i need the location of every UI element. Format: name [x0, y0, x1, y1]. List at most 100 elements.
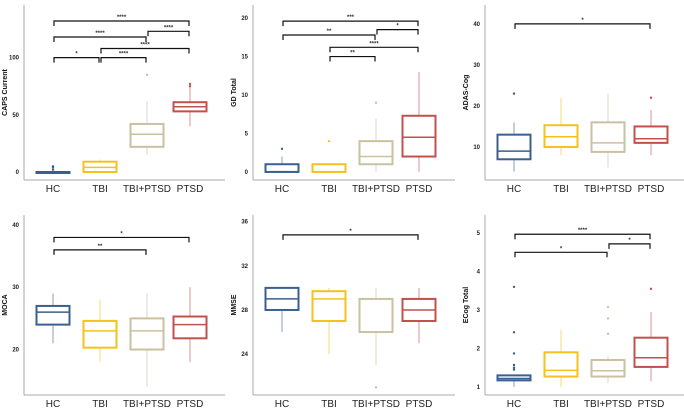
significance-bracket: *	[53, 231, 190, 243]
box-tbi-ptsd	[129, 73, 165, 155]
significance-bracket: ****	[53, 31, 147, 43]
bracket-line	[53, 249, 147, 255]
significance-label: *	[349, 229, 352, 235]
significance-label: ***	[347, 15, 355, 21]
x-tick-label: TBI+PTSD	[123, 399, 171, 410]
box-ptsd	[401, 71, 437, 172]
significance-label: *	[396, 24, 399, 30]
significance-bracket: *	[608, 238, 651, 249]
box-tbi	[543, 330, 579, 387]
significance-bracket: *	[376, 24, 419, 35]
panel-adas-cog: 10 20 30 40 ADAS-Cog HC TBI TBI+PTSD PTSD *	[463, 5, 684, 195]
box-tbi	[311, 287, 347, 355]
significance-bracket: ****	[147, 25, 190, 37]
significance-bracket: ***	[282, 15, 419, 27]
y-tick-label: 36	[241, 220, 248, 226]
box-ptsd	[633, 96, 669, 156]
y-tick-label: 32	[241, 264, 248, 270]
significance-label: ****	[117, 15, 127, 21]
significance-label: ****	[140, 42, 150, 48]
outlier-point	[512, 285, 516, 289]
x-tick-label: TBI	[92, 399, 108, 410]
box-ptsd	[633, 287, 669, 382]
x-tick-label: HC	[46, 399, 60, 410]
box-tbi	[311, 139, 347, 173]
panel-mmse: 24 28 32 36 MMSE HC TBI TBI+PTSD PTSD *	[231, 215, 455, 410]
outlier-point	[606, 317, 610, 320]
bracket-line	[282, 34, 376, 40]
significance-bracket: *	[53, 52, 100, 63]
outlier-point	[512, 368, 516, 371]
iqr-box	[311, 163, 347, 173]
y-tick-label: 3	[477, 308, 481, 314]
y-axis-label: MMSE	[231, 294, 238, 315]
bracket-line	[608, 243, 651, 249]
x-tick-label: TBI	[553, 184, 569, 195]
box-ptsd	[172, 82, 208, 127]
outlier-point	[374, 386, 378, 389]
outlier-point	[188, 85, 192, 88]
bracket-line	[53, 36, 147, 43]
x-tick-label: PTSD	[638, 399, 665, 410]
significance-label: **	[327, 29, 332, 35]
box-hc	[496, 285, 532, 387]
outlier-point	[374, 101, 378, 104]
y-tick-label: 24	[241, 352, 248, 358]
y-tick-label: 0	[16, 170, 20, 176]
bracket-line	[514, 23, 651, 29]
x-tick-label: HC	[275, 184, 289, 195]
significance-label: ****	[369, 41, 379, 47]
bracket-line	[376, 29, 419, 35]
bracket-line	[514, 251, 608, 258]
y-tick-label: 20	[12, 348, 19, 354]
y-tick-label: 28	[241, 308, 248, 314]
significance-label: *	[560, 246, 563, 252]
x-tick-label: PTSD	[638, 184, 665, 195]
y-axis-label: MOCA	[2, 294, 9, 315]
significance-bracket: **	[282, 29, 376, 40]
iqr-box	[172, 315, 208, 340]
significance-label: *	[581, 18, 584, 24]
iqr-box	[633, 336, 669, 368]
iqr-box	[590, 121, 626, 153]
significance-label: *	[628, 238, 631, 244]
box-tbi	[543, 97, 579, 156]
outlier-point	[51, 168, 55, 171]
outlier-point	[280, 147, 284, 151]
iqr-box	[496, 133, 532, 161]
bracket-line	[53, 57, 100, 63]
bracket-line	[100, 47, 190, 54]
x-tick-label: PTSD	[177, 399, 204, 410]
box-tbi-ptsd	[590, 305, 626, 384]
iqr-box	[543, 351, 579, 378]
box-tbi-ptsd	[590, 93, 626, 168]
x-tick-label: PTSD	[177, 184, 204, 195]
y-tick-label: 15	[241, 55, 248, 61]
x-tick-label: HC	[507, 399, 521, 410]
box-hc	[35, 293, 71, 344]
y-tick-label: 30	[12, 285, 19, 291]
iqr-box	[129, 122, 165, 148]
outlier-point	[188, 82, 192, 86]
significance-label: *	[75, 52, 78, 58]
significance-label: ****	[119, 52, 129, 58]
bracket-line	[329, 46, 419, 53]
x-tick-label: TBI	[92, 184, 108, 195]
bracket-line	[147, 30, 190, 37]
bracket-line	[53, 236, 190, 243]
iqr-box	[633, 125, 669, 144]
significance-bracket: ****	[100, 42, 190, 54]
y-tick-label: 4	[477, 270, 481, 276]
y-axis-label: GD Total	[231, 78, 238, 107]
x-tick-label: TBI+PTSD	[352, 184, 400, 195]
significance-label: *	[120, 231, 123, 237]
x-tick-label: HC	[507, 184, 521, 195]
y-tick-label: 5	[245, 131, 249, 137]
outlier-point	[512, 352, 516, 355]
significance-bracket: ****	[329, 41, 419, 53]
